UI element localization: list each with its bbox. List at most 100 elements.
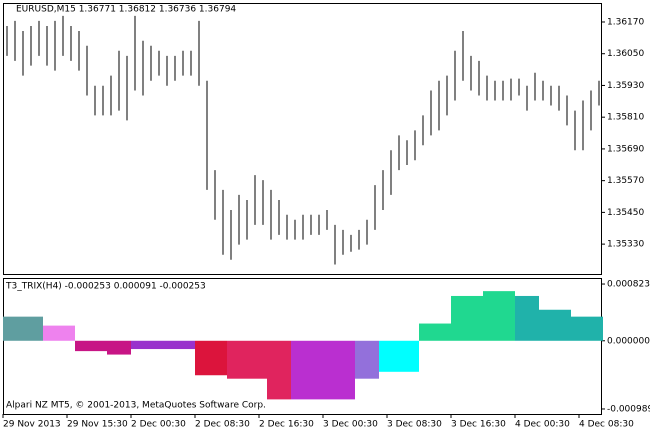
histogram-bar xyxy=(467,295,475,341)
histogram-bar xyxy=(539,309,547,341)
histogram-bar xyxy=(43,325,51,341)
histogram-bar xyxy=(283,340,291,400)
histogram-bar xyxy=(323,340,331,400)
y-tick-label: 1.35930 xyxy=(607,81,644,91)
histogram-bar xyxy=(339,340,347,400)
histogram-bar xyxy=(475,295,483,341)
histogram-bar xyxy=(99,340,107,352)
histogram-bar xyxy=(547,309,555,341)
y-tick-label: 1.36170 xyxy=(607,17,644,27)
histogram-bar xyxy=(411,340,419,372)
x-tick-label: 4 Dec 00:30 xyxy=(515,420,570,430)
histogram-bar xyxy=(435,323,443,341)
histogram-bar xyxy=(291,340,299,400)
y-tick-label: 1.35330 xyxy=(607,240,644,250)
histogram-bar xyxy=(35,316,43,341)
x-tick-label: 29 Nov 15:30 xyxy=(67,420,128,430)
x-tick-label: 3 Dec 08:30 xyxy=(387,420,442,430)
histogram-bar xyxy=(387,340,395,372)
x-tick-label: 3 Dec 16:30 xyxy=(451,420,506,430)
annotation: Alpari NZ MT5, © 2001-2013, MetaQuotes S… xyxy=(6,401,266,411)
histogram-bar xyxy=(147,340,155,350)
histogram-bar xyxy=(107,340,115,355)
y-tick-label: 1.35570 xyxy=(607,176,644,186)
histogram-bar xyxy=(131,340,139,350)
y-tick-label: 1.35810 xyxy=(607,113,644,123)
x-tick-label: 4 Dec 08:30 xyxy=(579,420,634,430)
histogram-bar xyxy=(59,325,67,341)
histogram-bar xyxy=(491,291,499,341)
histogram-bar xyxy=(347,340,355,400)
histogram-bar xyxy=(123,340,131,355)
histogram-bar xyxy=(115,340,123,355)
histogram-bar xyxy=(531,295,539,341)
histogram-bar xyxy=(163,340,171,350)
histogram-bar xyxy=(235,340,243,379)
histogram-bar xyxy=(363,340,371,379)
histogram-bar xyxy=(171,340,179,350)
histogram-bar xyxy=(195,340,203,376)
x-tick-label: 29 Nov 2013 xyxy=(3,420,61,430)
histogram-bar xyxy=(91,340,99,352)
histogram-bar xyxy=(307,340,315,400)
histogram-bar xyxy=(595,316,603,341)
y-tick-label: -0.000989 xyxy=(607,404,650,414)
histogram-bar xyxy=(275,340,283,400)
y-tick-label: 1.36050 xyxy=(607,49,644,59)
histogram-bar xyxy=(243,340,251,379)
histogram-bar xyxy=(139,340,147,350)
y-tick-label: 0.000823 xyxy=(607,280,650,290)
histogram-bar xyxy=(83,340,91,352)
histogram-bar xyxy=(523,295,531,341)
histogram-bar xyxy=(427,323,435,341)
indicator-panel xyxy=(3,278,602,415)
histogram-bar xyxy=(211,340,219,376)
x-tick-label: 2 Dec 08:30 xyxy=(195,420,250,430)
y-tick-label: 1.35450 xyxy=(607,208,644,218)
histogram-bar xyxy=(51,325,59,341)
histogram-bar xyxy=(419,323,427,341)
histogram-bar xyxy=(443,323,451,341)
histogram-bar xyxy=(587,316,595,341)
histogram-bar xyxy=(403,340,411,372)
histogram-bar xyxy=(267,340,275,400)
histogram-bar xyxy=(459,295,467,341)
histogram-bar xyxy=(299,340,307,400)
histogram-bar xyxy=(571,316,579,341)
x-tick-label: 3 Dec 00:30 xyxy=(323,420,378,430)
histogram-bar xyxy=(579,316,587,341)
histogram-bar xyxy=(203,340,211,376)
chart-title: EURUSD,M15 1.36771 1.36812 1.36736 1.367… xyxy=(16,5,236,15)
histogram-bar xyxy=(11,316,19,341)
histogram-bar xyxy=(219,340,227,376)
histogram-bar xyxy=(483,291,491,341)
histogram-bar xyxy=(155,340,163,350)
histogram-bar xyxy=(19,316,27,341)
histogram-bar xyxy=(555,309,563,341)
histogram-bar xyxy=(187,340,195,350)
histogram-bar xyxy=(515,295,523,341)
y-tick-label: 1.35690 xyxy=(607,144,644,154)
histogram-bar xyxy=(67,325,75,341)
histogram-bar xyxy=(75,340,83,352)
histogram-bar xyxy=(315,340,323,400)
histogram-bar xyxy=(227,340,235,379)
indicator-title: T3_TRIX(H4) -0.000253 0.000091 -0.000253 xyxy=(5,282,206,292)
histogram-bar xyxy=(355,340,363,379)
histogram-bar xyxy=(563,309,571,341)
histogram-bar xyxy=(379,340,387,372)
y-tick-label: 0.000000 xyxy=(607,336,650,346)
histogram-bar xyxy=(251,340,259,379)
histogram-bar xyxy=(259,340,267,379)
histogram-bar xyxy=(499,291,507,341)
x-tick-label: 2 Dec 16:30 xyxy=(259,420,314,430)
histogram-bar xyxy=(451,295,459,341)
histogram-bar xyxy=(27,316,35,341)
histogram-bar xyxy=(179,340,187,350)
x-tick-label: 2 Dec 00:30 xyxy=(131,420,186,430)
histogram-bar xyxy=(3,316,11,341)
histogram-bar xyxy=(395,340,403,372)
histogram-bar xyxy=(507,291,515,341)
